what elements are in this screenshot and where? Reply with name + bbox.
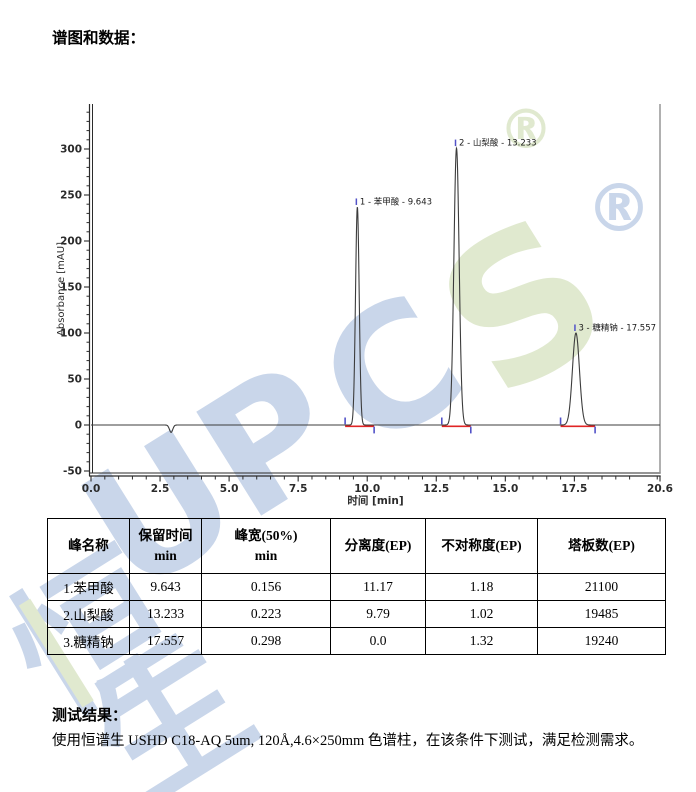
table-cell: 1.02 <box>425 600 538 628</box>
table-header-row: 峰名称 保留时间 min 峰宽(50%) min 分离度(EP) 不对称度(EP) 塔板数(E… <box>47 518 666 574</box>
table-cell: 21100 <box>537 573 666 601</box>
table-cell: 1.32 <box>425 627 538 655</box>
svg-text:12.5: 12.5 <box>423 483 449 495</box>
table-row: 3.糖精钠 17.557 0.298 0.0 1.32 19240 <box>47 627 666 655</box>
svg-text:100: 100 <box>60 328 82 340</box>
svg-text:15.0: 15.0 <box>492 483 518 495</box>
table-cell: 3.糖精钠 <box>47 627 130 655</box>
table-cell: 17.557 <box>129 627 202 655</box>
results-heading: 测试结果： <box>52 708 128 724</box>
table-cell: 1.18 <box>425 573 538 601</box>
chromatogram-chart: -50 0 50 100 150 200 250 300 0.0 2.5 5.0 7.5 10.0 12.… <box>56 104 673 507</box>
table-header-cell: 分离度(EP) <box>330 518 426 574</box>
table-cell: 9.79 <box>330 600 426 628</box>
svg-text:2 - 山梨酸 - 13.233: 2 - 山梨酸 - 13.233 <box>459 138 537 149</box>
svg-text:5.0: 5.0 <box>220 483 239 495</box>
svg-text:时间 [min]: 时间 [min] <box>347 494 403 507</box>
table-cell: 1.苯甲酸 <box>47 573 130 601</box>
svg-text:200: 200 <box>60 236 82 248</box>
table-row: 1.苯甲酸 9.643 0.156 11.17 1.18 21100 <box>47 573 666 601</box>
svg-text:1 - 苯甲酸 - 9.643: 1 - 苯甲酸 - 9.643 <box>360 196 432 207</box>
svg-text:Absorbance [mAU]: Absorbance [mAU] <box>56 242 67 336</box>
svg-text:150: 150 <box>60 282 82 294</box>
svg-text:300: 300 <box>60 144 82 156</box>
svg-text:0.0: 0.0 <box>82 483 101 495</box>
svg-text:17.5: 17.5 <box>561 483 587 495</box>
table-cell: 13.233 <box>129 600 202 628</box>
svg-text:10.0: 10.0 <box>354 483 380 495</box>
table-header-cell: 塔板数(EP) <box>537 518 666 574</box>
svg-text:2.5: 2.5 <box>151 483 170 495</box>
registered-trademark-icon: ® <box>586 170 652 247</box>
svg-text:250: 250 <box>60 190 82 202</box>
registered-trademark-icon: ® <box>499 98 553 161</box>
table-header-cell: 峰宽(50%) min <box>201 518 331 574</box>
results-body-text: 使用恒谱生 USHD C18-AQ 5um, 120Å,4.6×250mm 色谱… <box>52 733 644 749</box>
svg-text:0: 0 <box>75 420 82 432</box>
table-cell: 9.643 <box>129 573 202 601</box>
table-header-cell: 不对称度(EP) <box>425 518 538 574</box>
table-cell: 11.17 <box>330 573 426 601</box>
svg-text:50: 50 <box>67 374 82 386</box>
page-title: 谱图和数据： <box>52 30 146 47</box>
svg-text:7.5: 7.5 <box>289 483 308 495</box>
peak-results-table: 峰名称 保留时间 min 峰宽(50%) min 分离度(EP) 不对称度(EP) 塔板数(E… <box>47 518 666 655</box>
table-body: 1.苯甲酸 9.643 0.156 11.17 1.18 21100 2.山梨酸 13.233… <box>47 573 666 655</box>
watermark-letter-icon: P <box>165 326 374 558</box>
watermark-letter-icon: S <box>401 170 645 443</box>
svg-text:20.6: 20.6 <box>647 483 673 495</box>
table-header-row: 峰名称 保留时间 min 峰宽(50%) min 分离度(EP) 不对称度(EP) 塔板数(E… <box>47 518 666 574</box>
table-cell: 19485 <box>537 600 666 628</box>
table-cell: 0.223 <box>201 600 331 628</box>
svg-text:-50: -50 <box>63 466 82 478</box>
table-header-cell: 保留时间 min <box>129 518 202 574</box>
watermark-letter-icon: C <box>287 256 496 488</box>
table-row: 2.山梨酸 13.233 0.223 9.79 1.02 19485 <box>47 600 666 628</box>
table-cell: 0.0 <box>330 627 426 655</box>
table-cell: 19240 <box>537 627 666 655</box>
table-cell: 0.298 <box>201 627 331 655</box>
table-header-cell: 峰名称 <box>47 518 130 574</box>
table-cell: 0.156 <box>201 573 331 601</box>
svg-text:3 - 糖精钠 - 17.557: 3 - 糖精钠 - 17.557 <box>578 323 656 334</box>
table-cell: 2.山梨酸 <box>47 600 130 628</box>
